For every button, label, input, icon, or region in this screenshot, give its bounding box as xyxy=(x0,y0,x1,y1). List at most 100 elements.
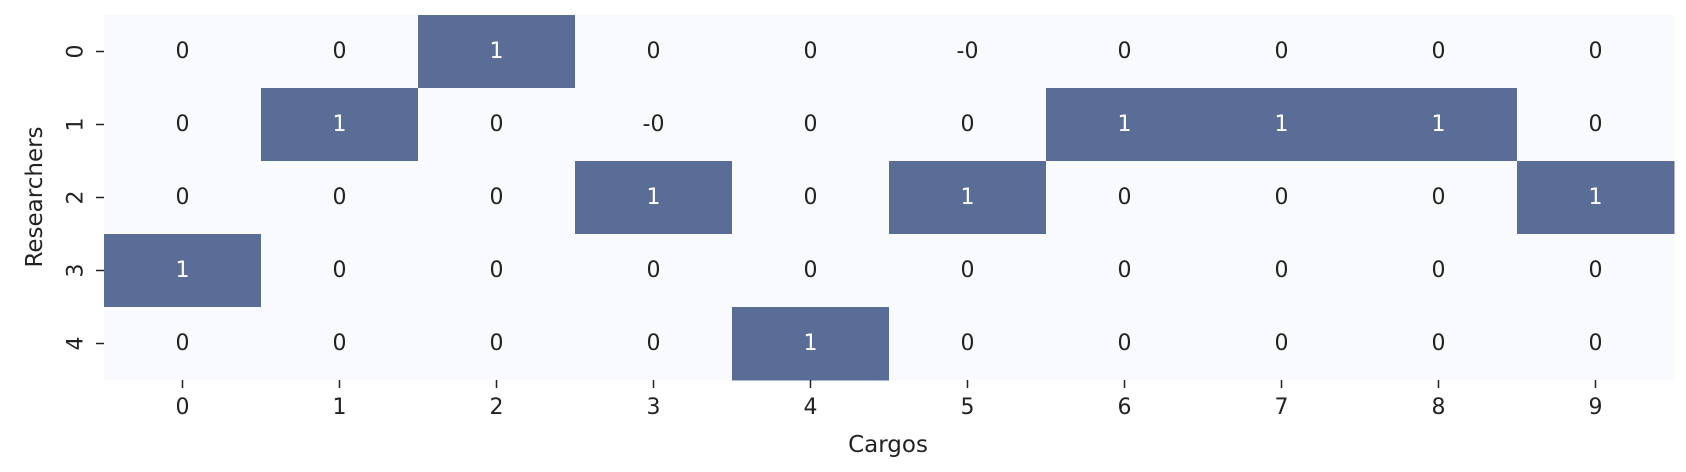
cell-value-label-r1-c1: 1 xyxy=(333,112,347,137)
x-axis: 0 1 2 3 4 5 6 7 8 9 xyxy=(176,380,1603,420)
cell-value-label-r0-c4: 0 xyxy=(804,39,818,64)
heatmap-cell-r1-c2 xyxy=(418,88,576,162)
cell-value-label-r3-c6: 0 xyxy=(1118,258,1132,283)
heatmap-cell-r1-c7 xyxy=(1203,88,1361,162)
heatmap-cell-r4-c6 xyxy=(1046,307,1204,381)
cell-value-label-r1-c0: 0 xyxy=(176,112,190,137)
cell-value-label-r0-c7: 0 xyxy=(1275,39,1289,64)
heatmap-cells xyxy=(104,15,1675,381)
heatmap-cell-r4-c8 xyxy=(1360,307,1518,381)
y-axis: 0 1 2 3 4 xyxy=(64,45,104,351)
cell-value-label-r4-c3: 0 xyxy=(647,331,661,356)
y-tick-label-0: 0 xyxy=(64,45,89,59)
heatmap-cell-r1-c8 xyxy=(1360,88,1518,162)
cell-value-label-r1-c3: -0 xyxy=(643,112,665,137)
cell-value-label-r2-c8: 0 xyxy=(1432,185,1446,210)
heatmap-cell-r3-c1 xyxy=(261,234,419,308)
cell-value-label-r0-c5: -0 xyxy=(957,39,979,64)
cell-value-label-r0-c9: 0 xyxy=(1589,39,1603,64)
y-tick-label-2: 2 xyxy=(64,191,89,205)
heatmap-cell-r0-c9 xyxy=(1517,15,1675,89)
cell-value-label-r2-c0: 0 xyxy=(176,185,190,210)
cell-value-label-r3-c9: 0 xyxy=(1589,258,1603,283)
heatmap-cell-r3-c9 xyxy=(1517,234,1675,308)
heatmap-cell-r3-c5 xyxy=(889,234,1047,308)
heatmap-cell-r4-c9 xyxy=(1517,307,1675,381)
heatmap-cell-r2-c7 xyxy=(1203,161,1361,235)
cell-value-label-r0-c2: 1 xyxy=(490,39,504,64)
x-axis-label: Cargos xyxy=(848,432,928,458)
cell-value-label-r4-c7: 0 xyxy=(1275,331,1289,356)
heatmap-cell-r2-c8 xyxy=(1360,161,1518,235)
cell-value-label-r2-c1: 0 xyxy=(333,185,347,210)
heatmap-cell-r0-c3 xyxy=(575,15,733,89)
heatmap-cell-r2-c2 xyxy=(418,161,576,235)
heatmap-cell-r2-c6 xyxy=(1046,161,1204,235)
x-tick-label-4: 4 xyxy=(804,395,818,420)
cell-value-label-r1-c7: 1 xyxy=(1275,112,1289,137)
heatmap-cell-r1-c5 xyxy=(889,88,1047,162)
heatmap-cell-r0-c6 xyxy=(1046,15,1204,89)
cell-value-label-r0-c8: 0 xyxy=(1432,39,1446,64)
heatmap-cell-r3-c6 xyxy=(1046,234,1204,308)
y-tick-label-3: 3 xyxy=(64,264,89,278)
cell-value-label-r0-c6: 0 xyxy=(1118,39,1132,64)
cell-value-label-r3-c7: 0 xyxy=(1275,258,1289,283)
heatmap-cell-r0-c7 xyxy=(1203,15,1361,89)
cell-value-label-r3-c5: 0 xyxy=(961,258,975,283)
cell-value-label-r0-c3: 0 xyxy=(647,39,661,64)
heatmap-cell-r0-c5 xyxy=(889,15,1047,89)
cell-value-label-r1-c4: 0 xyxy=(804,112,818,137)
cell-value-label-r0-c1: 0 xyxy=(333,39,347,64)
cell-value-label-r2-c3: 1 xyxy=(647,185,661,210)
heatmap-cell-r4-c2 xyxy=(418,307,576,381)
heatmap-cell-r1-c0 xyxy=(104,88,262,162)
x-tick-label-6: 6 xyxy=(1118,395,1132,420)
heatmap-cell-r3-c0 xyxy=(104,234,262,308)
cell-value-label-r2-c4: 0 xyxy=(804,185,818,210)
x-tick-label-0: 0 xyxy=(176,395,190,420)
cell-value-label-r4-c4: 1 xyxy=(804,331,818,356)
heatmap-cell-r0-c4 xyxy=(732,15,890,89)
heatmap-cell-r1-c1 xyxy=(261,88,419,162)
cell-value-label-r1-c5: 0 xyxy=(961,112,975,137)
x-tick-label-9: 9 xyxy=(1589,395,1603,420)
heatmap-cell-r1-c9 xyxy=(1517,88,1675,162)
heatmap-cell-r0-c8 xyxy=(1360,15,1518,89)
x-tick-label-8: 8 xyxy=(1432,395,1446,420)
heatmap-cell-r2-c5 xyxy=(889,161,1047,235)
y-tick-label-4: 4 xyxy=(64,337,89,351)
heatmap-cell-r0-c2 xyxy=(418,15,576,89)
cell-value-label-r4-c9: 0 xyxy=(1589,331,1603,356)
heatmap-cell-r3-c3 xyxy=(575,234,733,308)
cell-value-label-r3-c8: 0 xyxy=(1432,258,1446,283)
heatmap-cell-r4-c4 xyxy=(732,307,890,381)
cell-value-label-r3-c4: 0 xyxy=(804,258,818,283)
y-tick-label-1: 1 xyxy=(64,118,89,132)
heatmap-cell-r2-c4 xyxy=(732,161,890,235)
cell-value-label-r2-c2: 0 xyxy=(490,185,504,210)
cell-value-label-r1-c9: 0 xyxy=(1589,112,1603,137)
heatmap-cell-r4-c3 xyxy=(575,307,733,381)
cell-value-label-r0-c0: 0 xyxy=(176,39,190,64)
cell-value-label-r4-c5: 0 xyxy=(961,331,975,356)
cell-value-label-r4-c8: 0 xyxy=(1432,331,1446,356)
cell-value-label-r4-c6: 0 xyxy=(1118,331,1132,356)
heatmap-cell-labels: 0 0 1 0 0 -0 0 0 0 0 0 1 0 -0 0 0 1 1 1 0 0 0 0 1 0 1 0 0 0 1 1 0 0 0 0 0 0 0… xyxy=(176,39,1603,356)
cell-value-label-r1-c6: 1 xyxy=(1118,112,1132,137)
x-tick-label-5: 5 xyxy=(961,395,975,420)
x-tick-label-1: 1 xyxy=(333,395,347,420)
cell-value-label-r1-c2: 0 xyxy=(490,112,504,137)
cell-value-label-r4-c1: 0 xyxy=(333,331,347,356)
heatmap-cell-r4-c0 xyxy=(104,307,262,381)
cell-value-label-r3-c2: 0 xyxy=(490,258,504,283)
cell-value-label-r2-c9: 1 xyxy=(1589,185,1603,210)
heatmap-cell-r4-c7 xyxy=(1203,307,1361,381)
heatmap-cell-r1-c4 xyxy=(732,88,890,162)
heatmap-cell-r0-c0 xyxy=(104,15,262,89)
cell-value-label-r4-c2: 0 xyxy=(490,331,504,356)
cell-value-label-r3-c3: 0 xyxy=(647,258,661,283)
heatmap-cell-r3-c2 xyxy=(418,234,576,308)
cell-value-label-r1-c8: 1 xyxy=(1432,112,1446,137)
